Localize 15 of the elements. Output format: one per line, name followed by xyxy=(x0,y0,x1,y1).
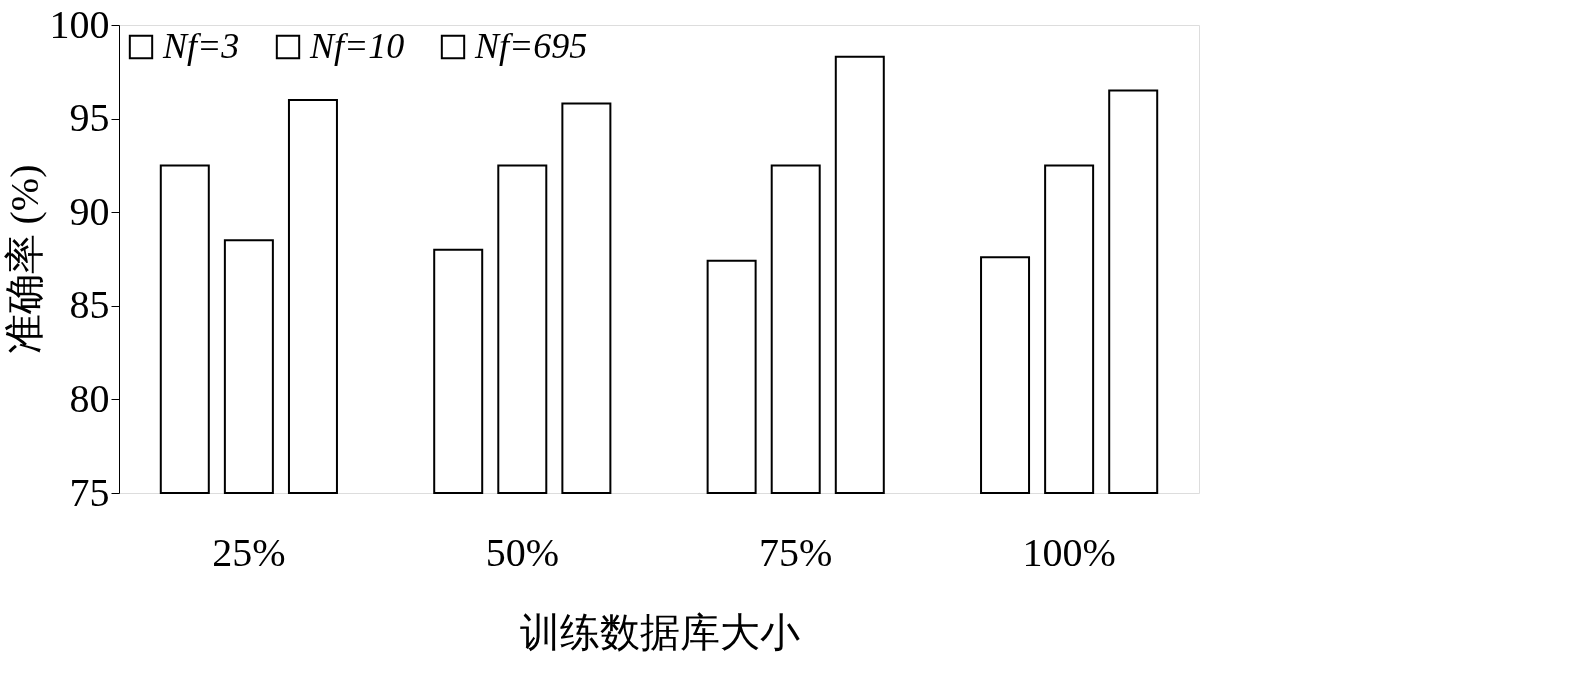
y-tick-label: 80 xyxy=(69,375,110,421)
y-tick-label: 95 xyxy=(69,95,110,141)
y-tick-label: 90 xyxy=(69,188,110,234)
legend-label: Nf=3 xyxy=(162,26,240,66)
legend-label: Nf=10 xyxy=(309,26,405,66)
x-tick-label: 100% xyxy=(1022,529,1116,575)
x-tick-label: 75% xyxy=(759,529,833,575)
x-tick-label: 50% xyxy=(485,529,559,575)
y-tick-label: 100 xyxy=(49,1,110,47)
legend-label: Nf=695 xyxy=(474,26,588,66)
x-axis-title: 训练数据库大小 xyxy=(519,609,800,655)
y-tick-label: 85 xyxy=(69,282,110,328)
x-tick-label: 25% xyxy=(212,529,286,575)
y-axis-title: 准确率 (%) xyxy=(1,164,47,355)
y-tick-label: 75 xyxy=(69,469,110,515)
